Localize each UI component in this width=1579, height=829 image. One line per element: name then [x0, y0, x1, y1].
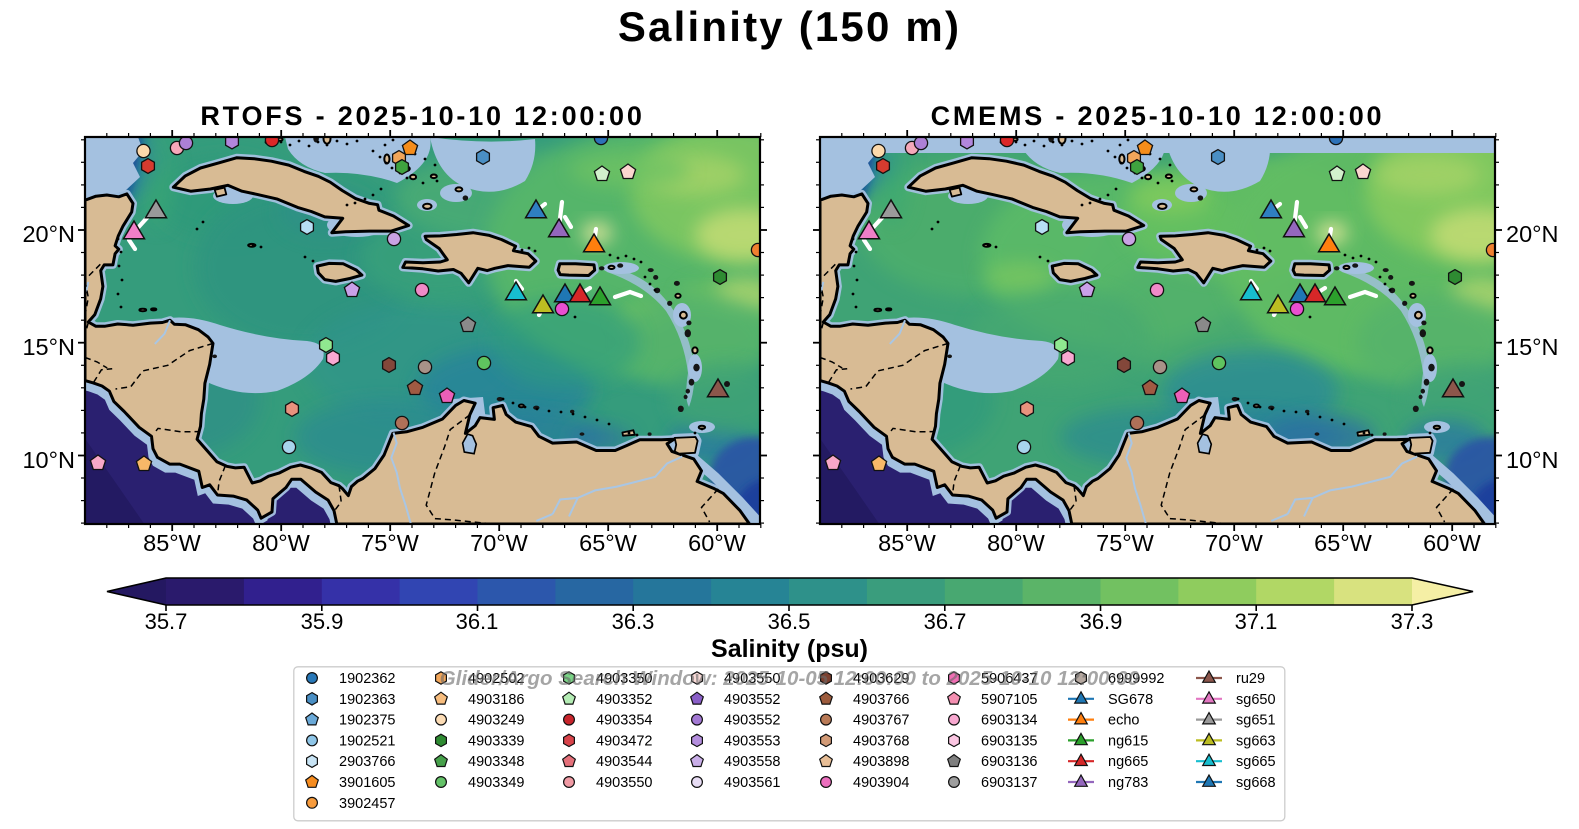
svg-text:4903629: 4903629	[853, 671, 909, 687]
svg-text:4903339: 4903339	[468, 733, 524, 749]
svg-text:ng615: ng615	[1108, 733, 1148, 749]
svg-text:1902375: 1902375	[339, 713, 395, 729]
svg-text:4903553: 4903553	[724, 733, 780, 749]
svg-text:5906437: 5906437	[981, 671, 1037, 687]
svg-text:2903766: 2903766	[339, 754, 395, 770]
svg-text:sg665: sg665	[1236, 754, 1276, 770]
svg-text:4903348: 4903348	[468, 754, 524, 770]
svg-text:4903768: 4903768	[853, 733, 909, 749]
svg-text:4903349: 4903349	[468, 775, 524, 791]
svg-text:4903550: 4903550	[724, 671, 780, 687]
svg-text:4903249: 4903249	[468, 713, 524, 729]
svg-text:4903352: 4903352	[596, 692, 652, 708]
svg-text:ru29: ru29	[1236, 671, 1265, 687]
svg-text:ng665: ng665	[1108, 754, 1148, 770]
svg-text:SG678: SG678	[1108, 692, 1153, 708]
svg-text:3902457: 3902457	[339, 796, 395, 812]
svg-text:sg663: sg663	[1236, 733, 1276, 749]
svg-text:6999992: 6999992	[1108, 671, 1164, 687]
svg-text:sg651: sg651	[1236, 713, 1276, 729]
svg-text:4903552: 4903552	[724, 713, 780, 729]
svg-text:4903766: 4903766	[853, 692, 909, 708]
svg-text:6903135: 6903135	[981, 733, 1037, 749]
svg-text:6903134: 6903134	[981, 713, 1037, 729]
svg-text:5907105: 5907105	[981, 692, 1037, 708]
svg-text:6903136: 6903136	[981, 754, 1037, 770]
svg-text:1902362: 1902362	[339, 671, 395, 687]
svg-text:ng783: ng783	[1108, 775, 1148, 791]
svg-text:1902363: 1902363	[339, 692, 395, 708]
svg-text:4903552: 4903552	[724, 692, 780, 708]
svg-text:4903544: 4903544	[596, 754, 652, 770]
svg-text:4903561: 4903561	[724, 775, 780, 791]
svg-text:4903354: 4903354	[596, 713, 652, 729]
svg-text:4903558: 4903558	[724, 754, 780, 770]
svg-text:4903350: 4903350	[596, 671, 652, 687]
svg-text:echo: echo	[1108, 713, 1139, 729]
svg-text:4903767: 4903767	[853, 713, 909, 729]
svg-text:4903472: 4903472	[596, 733, 652, 749]
svg-text:3901605: 3901605	[339, 775, 395, 791]
svg-text:4903550: 4903550	[596, 775, 652, 791]
svg-text:4903898: 4903898	[853, 754, 909, 770]
svg-text:4903186: 4903186	[468, 692, 524, 708]
svg-text:1902521: 1902521	[339, 733, 395, 749]
svg-text:sg650: sg650	[1236, 692, 1276, 708]
svg-text:4902502: 4902502	[468, 671, 524, 687]
svg-text:6903137: 6903137	[981, 775, 1037, 791]
svg-text:sg668: sg668	[1236, 775, 1276, 791]
svg-text:4903904: 4903904	[853, 775, 909, 791]
